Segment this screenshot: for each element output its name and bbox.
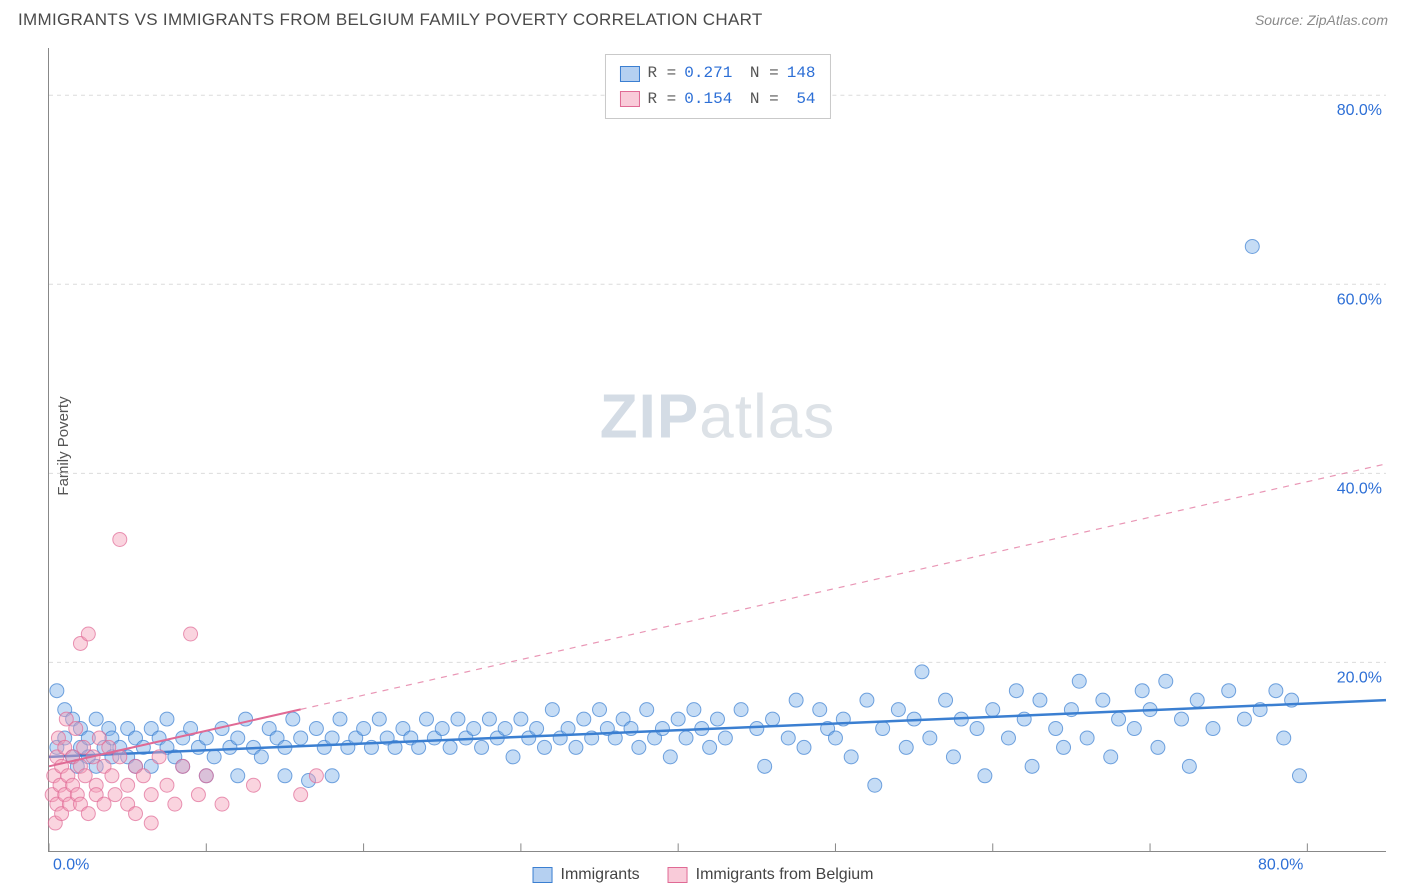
bottom-legend: Immigrants Immigrants from Belgium: [533, 866, 874, 884]
stats-legend-box: R = 0.271 N = 148 R = 0.154 N = 54: [604, 54, 830, 119]
swatch-icon: [619, 66, 639, 82]
legend-label: Immigrants from Belgium: [696, 866, 874, 884]
swatch-icon: [619, 91, 639, 107]
legend-item: Immigrants: [533, 866, 640, 884]
svg-text:60.0%: 60.0%: [1337, 291, 1382, 308]
stat-n-label: N =: [740, 87, 778, 113]
stats-row-blue: R = 0.271 N = 148: [619, 61, 815, 87]
source-attribution: Source: ZipAtlas.com: [1255, 12, 1388, 28]
legend-item: Immigrants from Belgium: [668, 866, 874, 884]
stat-n-value: 54: [787, 87, 816, 113]
svg-text:20.0%: 20.0%: [1337, 669, 1382, 686]
stats-row-pink: R = 0.154 N = 54: [619, 87, 815, 113]
svg-text:80.0%: 80.0%: [1337, 102, 1382, 119]
stat-n-label: N =: [740, 61, 778, 87]
chart-area: 20.0%40.0%60.0%80.0%0.0%80.0% ZIPatlas R…: [48, 48, 1386, 852]
scatter-plot: 20.0%40.0%60.0%80.0%0.0%80.0%: [49, 48, 1386, 851]
svg-text:40.0%: 40.0%: [1337, 480, 1382, 497]
stat-r-label: R =: [647, 87, 676, 113]
legend-label: Immigrants: [561, 866, 640, 884]
stat-r-value: 0.271: [684, 61, 732, 87]
svg-text:0.0%: 0.0%: [53, 856, 89, 873]
chart-title: IMMIGRANTS VS IMMIGRANTS FROM BELGIUM FA…: [18, 10, 763, 30]
swatch-icon: [668, 867, 688, 883]
stat-r-value: 0.154: [684, 87, 732, 113]
stat-n-value: 148: [787, 61, 816, 87]
swatch-icon: [533, 867, 553, 883]
svg-text:80.0%: 80.0%: [1258, 856, 1303, 873]
stat-r-label: R =: [647, 61, 676, 87]
